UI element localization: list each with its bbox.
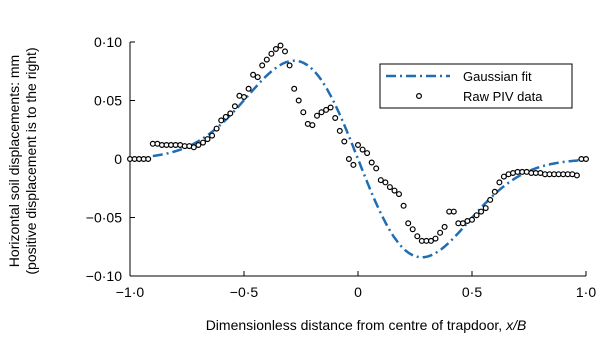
piv-data-point <box>268 50 275 57</box>
piv-data-point <box>364 150 371 157</box>
piv-data-point <box>382 179 389 186</box>
piv-data-point <box>272 45 279 52</box>
piv-data-point <box>254 74 261 81</box>
piv-data-point <box>414 233 421 240</box>
y-tick-label: 0·05 <box>94 93 122 109</box>
piv-data-point <box>282 48 289 55</box>
legend-piv-label: Raw PIV data <box>463 89 543 104</box>
piv-data-point <box>190 144 197 151</box>
piv-data-point <box>359 146 366 153</box>
piv-data-point <box>286 62 293 69</box>
tick-labels: −0·10 −0·05 0 0·05 0·10 −1·0 −0·5 0 0·5 1·0 <box>86 34 597 300</box>
piv-data-point <box>478 208 485 215</box>
piv-data-point <box>487 196 494 203</box>
y-tick-label: −0·05 <box>86 210 122 226</box>
piv-data-point <box>377 177 384 184</box>
y-tick-label: 0·10 <box>94 34 122 50</box>
piv-data-point <box>491 188 498 195</box>
piv-data-point <box>250 71 257 78</box>
piv-data-point <box>323 106 330 113</box>
piv-data-point <box>473 212 480 219</box>
piv-data-point <box>437 229 444 236</box>
piv-data-point <box>386 184 393 191</box>
piv-data-point <box>327 104 334 111</box>
piv-data-point <box>145 156 152 163</box>
y-axis-title-line1: Horizontal soil displacements: mm <box>6 55 22 267</box>
piv-data-point <box>241 93 248 100</box>
piv-data-point <box>277 42 284 49</box>
piv-data-point <box>396 191 403 198</box>
y-axis-title-line2: (positive displacement is to the right) <box>23 47 39 274</box>
piv-data-point <box>336 127 343 134</box>
piv-data-point <box>355 142 362 149</box>
legend-box <box>379 63 573 109</box>
piv-data-point <box>200 139 207 146</box>
piv-data-point <box>428 237 435 244</box>
x-tick-label: 1·0 <box>576 284 596 300</box>
piv-data-point <box>231 103 238 110</box>
piv-data-point <box>227 110 234 117</box>
piv-data-point <box>204 136 211 143</box>
piv-data-point <box>441 223 448 230</box>
legend-piv-marker <box>416 92 423 99</box>
piv-data-point <box>195 142 202 149</box>
gaussian-fit-series <box>152 59 586 259</box>
piv-data-point <box>314 112 321 119</box>
piv-data-point <box>291 85 298 92</box>
piv-data-point <box>496 179 503 186</box>
piv-data-point <box>450 208 457 215</box>
piv-data-point <box>295 97 302 104</box>
x-tick-label: −1·0 <box>116 284 145 300</box>
piv-data-point <box>459 220 466 227</box>
piv-data-point <box>500 173 507 180</box>
piv-data-point <box>332 114 339 121</box>
piv-data-point <box>350 161 357 168</box>
x-tick-label: −0·5 <box>230 284 259 300</box>
piv-data-point <box>300 109 307 116</box>
piv-data-point <box>345 156 352 163</box>
gaussian-fit-line <box>152 59 586 259</box>
piv-data-point <box>409 226 416 233</box>
piv-data-point <box>218 117 225 124</box>
x-tick-label: 0 <box>354 284 362 300</box>
piv-data-point <box>405 220 412 227</box>
piv-data-point <box>309 122 316 129</box>
piv-data-point <box>263 56 270 63</box>
x-axis-title: Dimensionless distance from centre of tr… <box>206 317 527 333</box>
piv-data-point <box>391 187 398 194</box>
piv-data-point <box>209 132 216 139</box>
piv-data-point <box>573 172 580 179</box>
piv-data-point <box>482 205 489 212</box>
piv-data-point <box>259 62 266 69</box>
y-tick-label: −0·10 <box>86 268 122 284</box>
x-tick-label: 0·5 <box>462 284 482 300</box>
piv-data-point <box>245 85 252 92</box>
piv-data-point <box>373 165 380 172</box>
piv-data-point <box>400 202 407 209</box>
legend-gaussian-label: Gaussian fit <box>463 69 532 84</box>
piv-data-point <box>368 159 375 166</box>
piv-data-point <box>582 156 589 163</box>
legend: Gaussian fit Raw PIV data <box>379 63 573 109</box>
piv-data-point <box>222 113 229 120</box>
piv-data-point <box>432 235 439 242</box>
raw-piv-series <box>126 42 589 244</box>
piv-data-point <box>469 216 476 223</box>
piv-data-point <box>341 138 348 145</box>
piv-data-point <box>213 125 220 132</box>
y-tick-label: 0 <box>114 151 122 167</box>
piv-data-point <box>318 109 325 116</box>
